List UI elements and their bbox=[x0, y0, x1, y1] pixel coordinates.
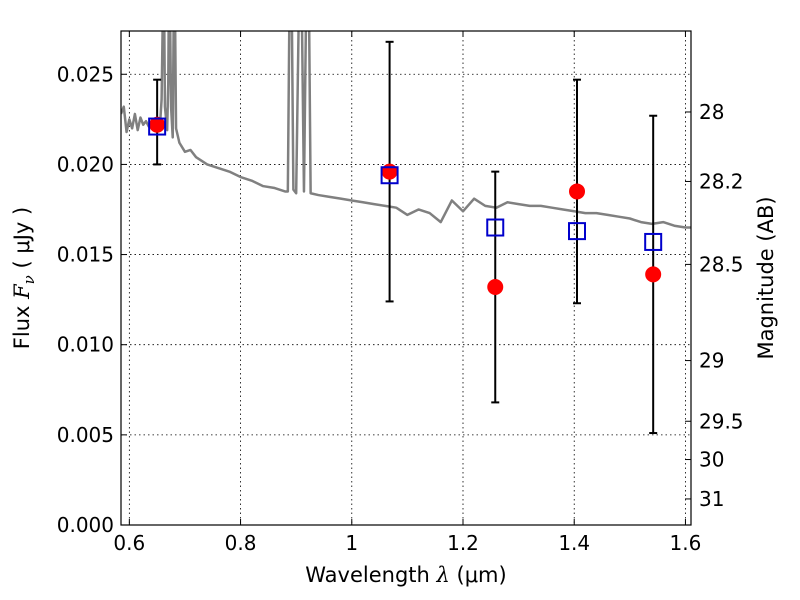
plot-frame bbox=[120, 30, 692, 526]
y-tick-label: 0.000 bbox=[57, 513, 114, 537]
y-tick-label: 0.010 bbox=[57, 333, 114, 357]
y2-tick-label: 28 bbox=[699, 100, 724, 124]
x-tick-label: 0.8 bbox=[225, 531, 257, 555]
y-tick-label: 0.015 bbox=[57, 243, 114, 267]
model-point bbox=[486, 218, 505, 237]
observed-point bbox=[487, 279, 504, 296]
x-axis-ticks: 0.6 0.8 1 1.2 1.4 1.6 bbox=[113, 31, 701, 555]
y-axis-label: Flux Fν ( μJy ) bbox=[10, 207, 38, 349]
y2-axis-ticks: 28 28.2 28.5 29 29.5 30 31 bbox=[685, 100, 744, 511]
y2-tick-label: 28.5 bbox=[699, 252, 744, 276]
y2-tick-label: 31 bbox=[699, 487, 724, 511]
observed-point bbox=[569, 183, 585, 200]
observed-point bbox=[645, 266, 662, 283]
x-axis-label: Wavelength λ (μm) bbox=[305, 563, 506, 587]
model-point bbox=[644, 232, 663, 251]
x-tick-label: 1.6 bbox=[670, 531, 702, 555]
y2-tick-label: 29 bbox=[699, 349, 724, 373]
y-tick-label: 0.020 bbox=[57, 152, 114, 176]
error-bars bbox=[153, 40, 658, 435]
model-point bbox=[148, 117, 167, 136]
y-tick-label: 0.005 bbox=[57, 423, 114, 447]
spectrum-series bbox=[121, 31, 691, 229]
y2-axis-label: Magnitude (AB) bbox=[754, 196, 778, 359]
model-points bbox=[148, 117, 663, 251]
model-point bbox=[568, 222, 586, 241]
x-tick-label: 1 bbox=[345, 531, 358, 555]
x-tick-label: 1.4 bbox=[558, 531, 590, 555]
observed-points bbox=[149, 116, 662, 296]
y2-tick-label: 29.5 bbox=[699, 409, 744, 433]
grid-lines bbox=[121, 31, 691, 526]
spectrum-line bbox=[121, 31, 691, 229]
y2-tick-label: 30 bbox=[699, 448, 724, 472]
y-tick-label: 0.025 bbox=[57, 62, 114, 86]
y2-tick-label: 28.2 bbox=[699, 169, 744, 193]
x-tick-label: 1.2 bbox=[447, 531, 479, 555]
x-tick-label: 0.6 bbox=[113, 531, 145, 555]
model-point bbox=[380, 166, 399, 185]
y-axis-ticks: 0.000 0.005 0.010 0.015 0.020 0.025 bbox=[57, 62, 127, 537]
